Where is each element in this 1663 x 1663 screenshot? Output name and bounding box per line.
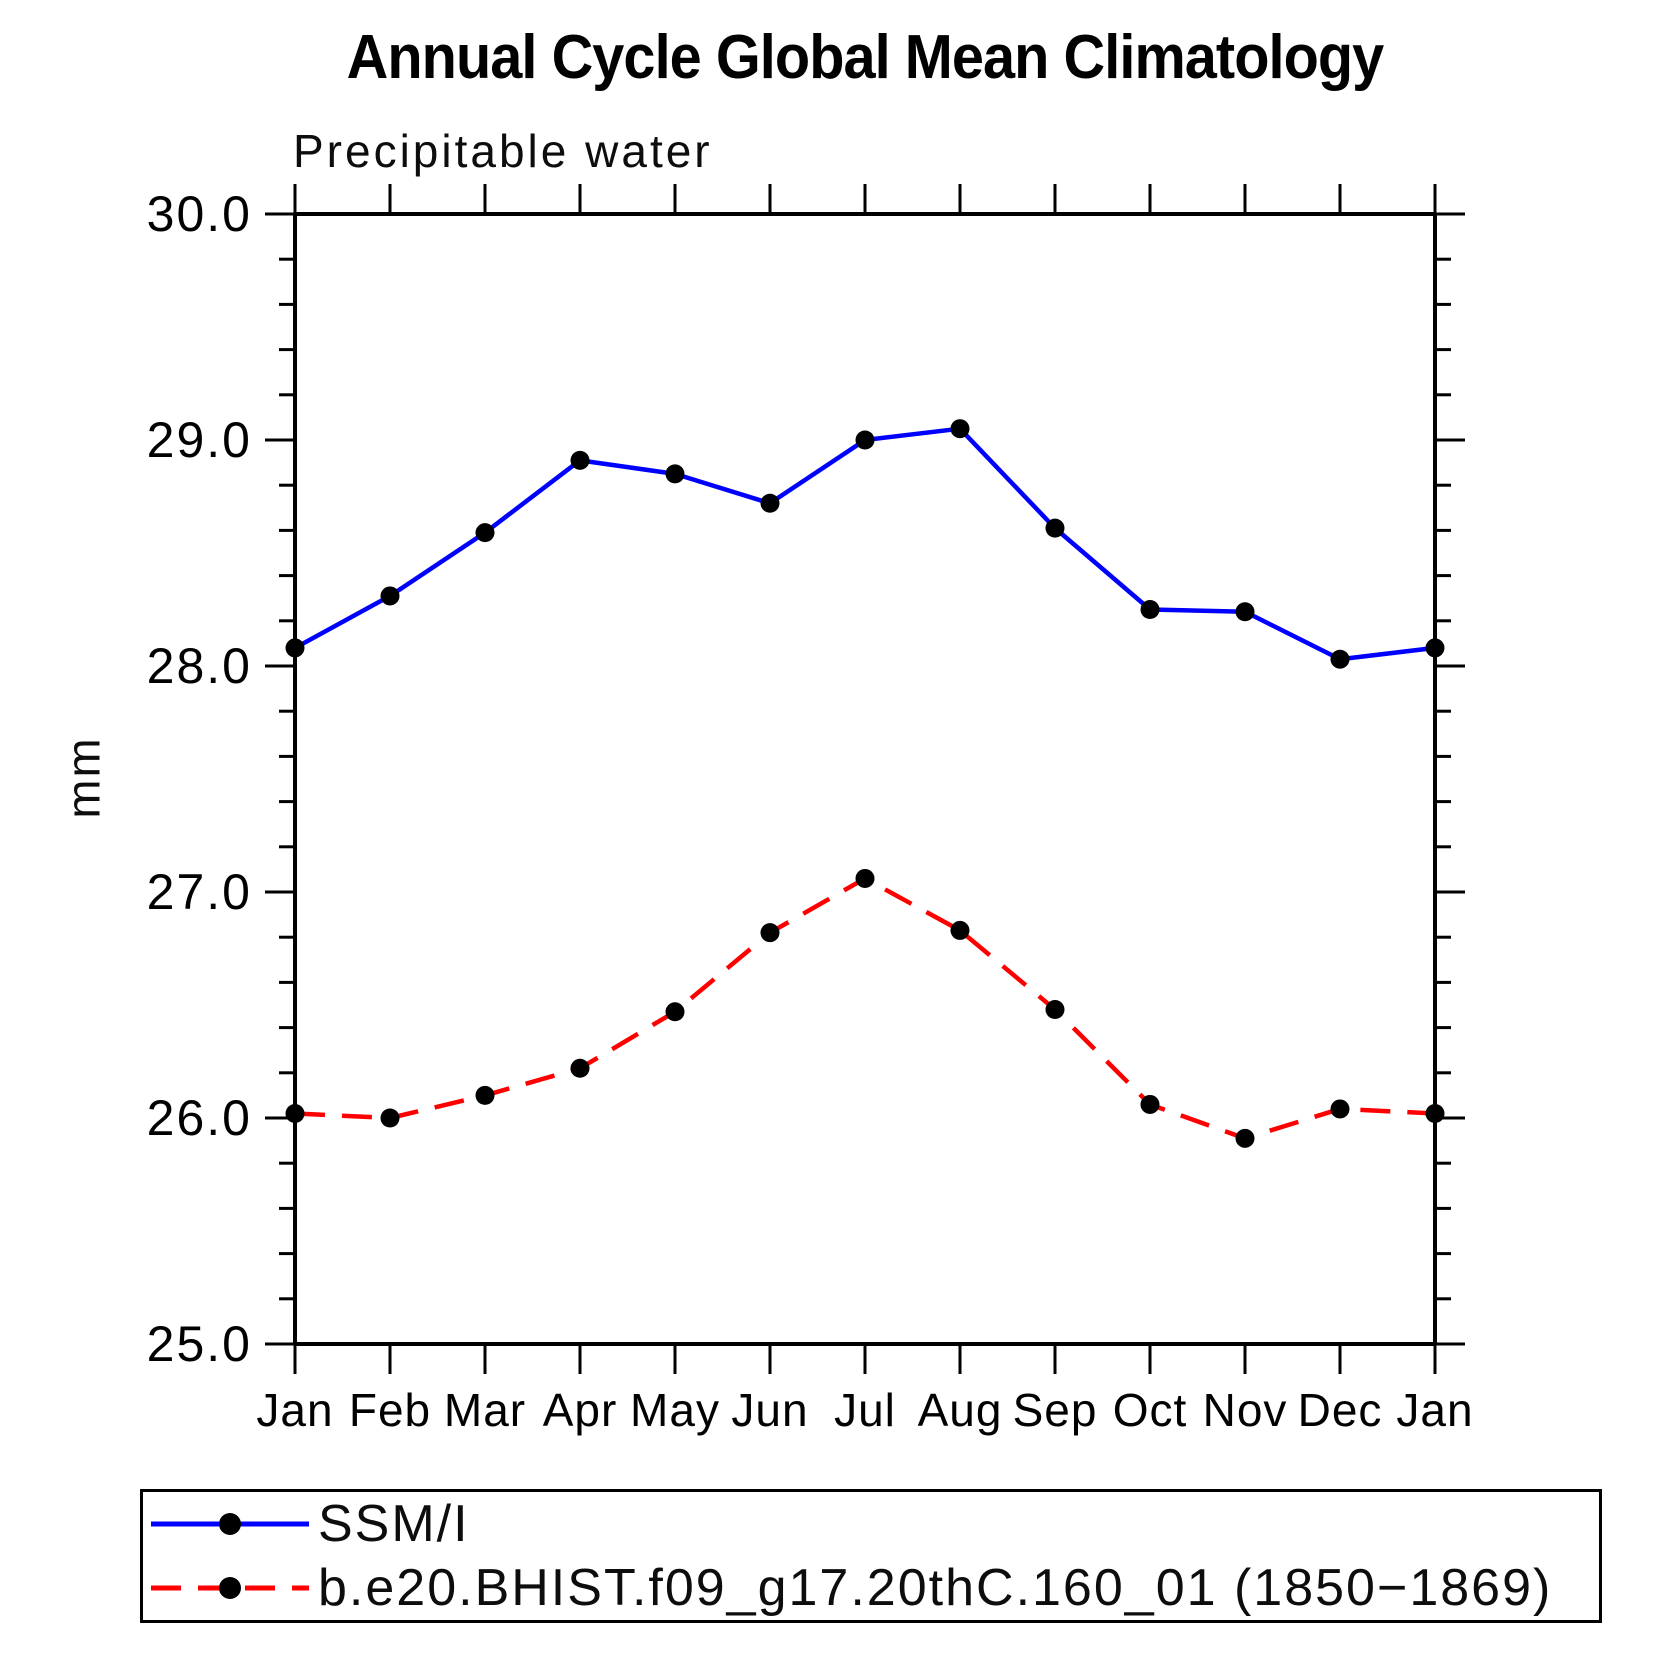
x-tick-label: Feb [349,1384,431,1436]
legend-line-sample-solid [151,1513,309,1535]
x-tick-label: Jul [834,1384,896,1436]
legend-line-sample-dashed [151,1577,309,1599]
x-tick-label: Dec [1298,1384,1383,1436]
legend-label-model: b.e20.BHIST.f09_g17.20thC.160_01 (1850−1… [318,1559,1553,1617]
data-point-marker-series-0 [380,586,400,606]
series-line-0 [293,426,1436,662]
legend-row-ssmi: SSM/I [143,1492,1599,1556]
data-point-marker-series-1 [1140,1094,1160,1114]
data-point-marker-series-0 [475,523,495,543]
data-point-marker-series-0 [1045,518,1065,538]
y-tick-label: 26.0 [147,1090,252,1146]
data-point-marker-series-1 [285,1103,305,1123]
x-tick-label: Jan [1396,1384,1473,1436]
data-point-marker-series-0 [1235,602,1255,622]
y-tick-label: 27.0 [147,864,252,920]
data-point-marker-series-0 [285,638,305,658]
x-tick-label: Aug [918,1384,1003,1436]
legend: SSM/I b.e20.BHIST.f09_g17.20thC.160_01 (… [140,1489,1602,1623]
y-tick-label: 30.0 [147,186,252,242]
data-point-marker-series-0 [950,419,970,439]
chart-subtitle: Precipitable water [293,125,713,177]
data-point-marker-series-0 [855,430,875,450]
data-point-marker-series-1 [760,923,780,943]
legend-marker-dot [219,1513,241,1535]
data-point-marker-series-1 [1330,1099,1350,1119]
data-point-marker-series-1 [1045,1000,1065,1020]
x-tick-label: Jun [731,1384,808,1436]
chart-title: Annual Cycle Global Mean Climatology [346,23,1385,92]
data-point-marker-series-1 [380,1108,400,1128]
x-tick-label: Nov [1203,1384,1288,1436]
y-tick-label: 29.0 [147,412,252,468]
data-point-marker-series-0 [1140,600,1160,619]
series-line-1 [294,876,1436,1141]
x-tick-label: Sep [1013,1384,1098,1436]
legend-label-ssmi: SSM/I [318,1495,470,1553]
data-point-marker-series-1 [1425,1103,1445,1123]
data-point-marker-series-1 [475,1085,495,1105]
x-tick-label: Apr [543,1384,618,1436]
data-point-marker-series-0 [1425,638,1445,658]
data-point-marker-series-1 [950,920,970,940]
data-point-marker-series-0 [1330,649,1350,669]
data-point-marker-series-0 [570,450,590,470]
y-tick-label: 25.0 [147,1316,252,1372]
data-point-marker-series-0 [760,493,780,513]
legend-marker-dot [219,1577,241,1599]
data-point-marker-series-0 [665,464,685,484]
x-tick-label: Jan [256,1384,333,1436]
y-tick-label: 28.0 [147,638,252,694]
x-tick-label: Mar [444,1384,526,1436]
data-point-marker-series-1 [570,1058,590,1078]
data-point-marker-series-1 [665,1002,685,1022]
data-point-marker-series-1 [855,868,875,888]
legend-row-model: b.e20.BHIST.f09_g17.20thC.160_01 (1850−1… [143,1556,1599,1620]
x-tick-label: May [630,1384,720,1436]
x-tick-label: Oct [1113,1384,1188,1436]
data-point-marker-series-1 [1235,1128,1255,1148]
